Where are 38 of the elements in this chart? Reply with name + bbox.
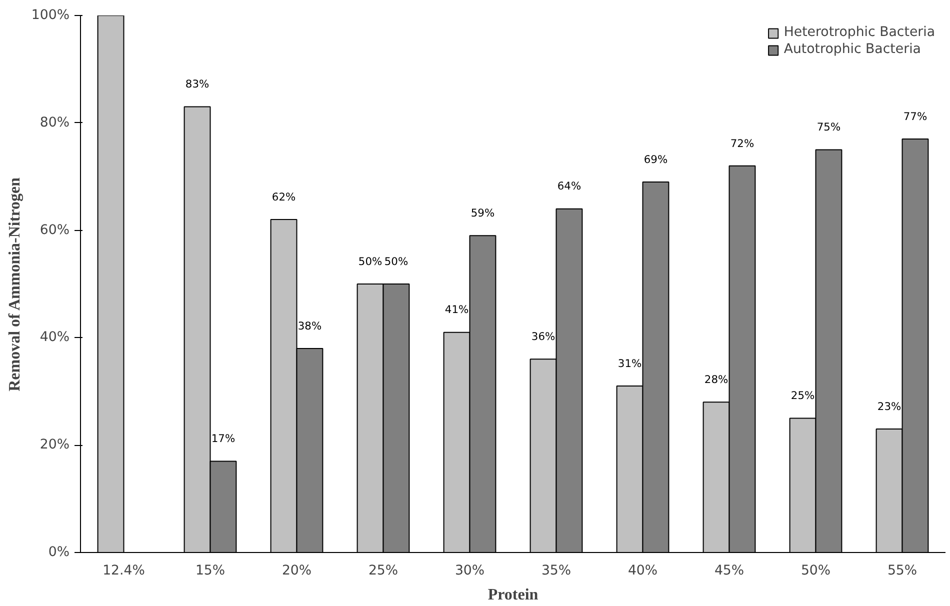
data-label: 75% — [816, 120, 841, 134]
data-label: 69% — [644, 152, 668, 166]
data-label: 17% — [211, 432, 236, 446]
legend-label: Heterotrophic Bacteria — [784, 25, 935, 40]
legend-label: Autotrophic Bacteria — [784, 42, 921, 57]
data-label: 50% — [384, 254, 408, 268]
x-tick-label: 45% — [714, 564, 744, 578]
x-tick-label: 30% — [454, 564, 485, 578]
x-tick-label: 35% — [541, 564, 572, 578]
data-label: 23% — [877, 400, 902, 413]
y-tick-label: 100% — [31, 8, 70, 23]
data-label: 62% — [272, 190, 296, 204]
data-label: 28% — [704, 373, 728, 386]
data-label: 77% — [903, 110, 928, 123]
y-tick-label: 20% — [40, 438, 70, 453]
x-tick-label: 50% — [800, 564, 831, 578]
x-tick-label: 40% — [628, 564, 658, 578]
y-tick-label: 40% — [40, 330, 70, 346]
data-label: 38% — [298, 319, 322, 332]
data-label: 72% — [730, 136, 754, 150]
data-label: 25% — [790, 389, 815, 402]
x-tick-label: 12.4% — [102, 564, 145, 578]
x-tick-label: 20% — [282, 564, 312, 578]
data-label: 64% — [557, 180, 582, 193]
data-label: 31% — [618, 356, 642, 370]
y-tick-label: 60% — [40, 222, 70, 238]
data-label: 59% — [470, 206, 495, 220]
x-tick-label: 15% — [195, 564, 226, 578]
y-axis-title: Removal of Ammonia-Nitrogen — [6, 177, 24, 392]
x-axis-title: Protein — [488, 586, 538, 604]
data-label: 83% — [185, 78, 210, 91]
data-label: 36% — [531, 330, 556, 344]
data-label: 50% — [358, 254, 382, 268]
y-tick-label: 80% — [40, 115, 70, 130]
data-label: 41% — [444, 303, 469, 316]
y-tick-label: 0% — [48, 545, 70, 560]
x-tick-label: 25% — [368, 564, 398, 578]
x-tick-label: 55% — [887, 564, 918, 578]
